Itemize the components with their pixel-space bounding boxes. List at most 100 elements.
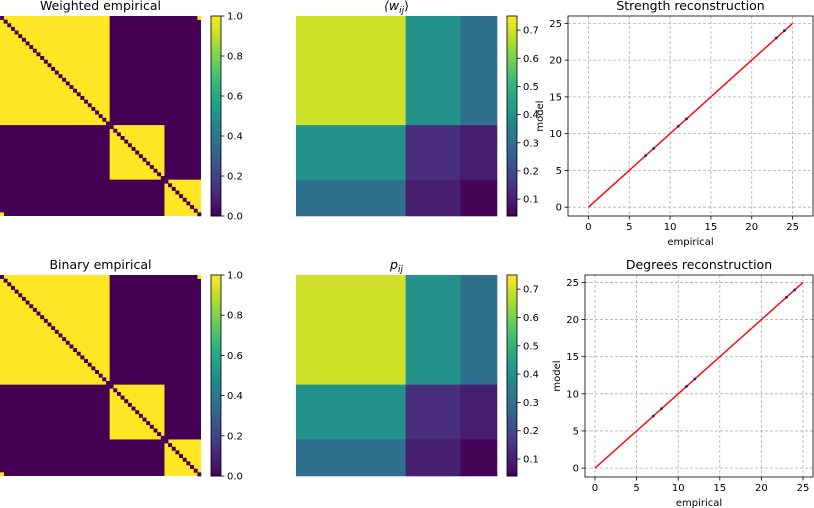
heatmap-diagonal-cell (95, 370, 99, 374)
colorbar-segment (507, 293, 517, 298)
heatmap-diagonal-cell (175, 450, 180, 455)
heatmap-diagonal-cell (32, 48, 37, 53)
heatmap-diagonal-cell (149, 424, 154, 429)
heatmap-diagonal-cell (29, 304, 34, 309)
colorbar-tick-label: 0.2 (227, 431, 243, 442)
heatmap-diagonal-cell (84, 359, 89, 364)
heatmap-diagonal-cell (131, 406, 136, 411)
colorbar-segment (211, 432, 221, 436)
colorbar-segment (507, 384, 517, 389)
panel-3: 0 5 10 15 20 25 0 5 10 15 20 25 empirical model Streng… (535, 0, 814, 248)
colorbar-segment (211, 400, 221, 405)
colorbar-segment (211, 100, 221, 104)
colorbar-segment (211, 31, 221, 36)
colorbar-segment (507, 169, 517, 173)
colorbar-segment (211, 284, 221, 289)
colorbar-segment (211, 144, 221, 148)
colorbar-segment (211, 347, 221, 351)
colorbar-tick-label: 1.0 (227, 12, 243, 23)
colorbar-segment (211, 303, 221, 307)
reference-line (587, 22, 794, 208)
colorbar-segment (507, 447, 517, 452)
colorbar-segment (507, 162, 517, 167)
heatmap-diagonal-cell (142, 157, 147, 162)
heatmap-diagonal-cell (102, 117, 107, 122)
colorbar-segment (211, 147, 221, 151)
colorbar-segment (507, 303, 517, 307)
colorbar-segment (211, 91, 221, 95)
data-point (660, 407, 663, 411)
heatmap (296, 275, 498, 477)
heatmap-diagonal-cell (149, 165, 154, 170)
colorbar-segment (507, 472, 517, 477)
colorbar-segment (507, 166, 517, 170)
heatmap-diagonal-cell (124, 399, 129, 404)
colorbar-segment (211, 328, 221, 333)
colorbar-segment (211, 131, 221, 136)
colorbar-segment (507, 94, 517, 98)
colorbar-segment (507, 81, 517, 86)
panel-1: 0.0 0.2 0.4 0.6 0.8 1.0 Weighted empirical (0, 0, 243, 223)
y-tick-label: 5 (556, 166, 562, 177)
heatmap-diagonal-cell (168, 443, 173, 448)
colorbar-segment (211, 275, 221, 279)
heatmap-block-1-3 (460, 16, 498, 126)
colorbar-segment (507, 463, 517, 468)
colorbar-frame (210, 274, 222, 477)
colorbar-segment (507, 187, 517, 192)
colorbar-segment (211, 296, 221, 301)
colorbar-segment (211, 419, 221, 424)
colorbar-segment (507, 275, 517, 279)
heatmap-diagonal-cell (197, 212, 202, 217)
colorbar-segment (507, 103, 517, 108)
y-axis: 0 5 10 15 20 25 (566, 278, 585, 475)
colorbar-tick-label: 1.0 (227, 271, 243, 282)
colorbar-segment (211, 103, 221, 108)
panel-2: 0.1 0.2 0.3 0.4 0.5 0.6 0.7 ⟨wij⟩ (296, 0, 539, 217)
colorbar-segment (211, 56, 221, 61)
heatmap-diagonal-cell (25, 41, 30, 46)
colorbar-segment (211, 66, 221, 70)
y-axis-label: model (535, 100, 546, 131)
colorbar-segment (211, 137, 221, 142)
colorbar-segment (507, 119, 517, 123)
colorbar-segment (507, 144, 517, 148)
heatmap-diagonal-cell (105, 380, 110, 385)
heatmap-diagonal-cell (179, 454, 184, 459)
colorbar-segment (507, 41, 517, 45)
colorbar-segment (211, 444, 221, 449)
colorbar: 0.1 0.2 0.3 0.4 0.5 0.6 0.7 (506, 15, 539, 217)
colorbar-segment (211, 206, 221, 211)
colorbar-segment (211, 397, 221, 402)
colorbar-segment (211, 278, 221, 282)
colorbar-segment (211, 44, 221, 48)
colorbar-segment (211, 381, 221, 386)
colorbar-segment (211, 344, 221, 348)
heatmap-block-1-1 (296, 16, 406, 126)
colorbar-segment (507, 62, 517, 67)
colorbar-segment (211, 87, 221, 92)
heatmap-diagonal-cell (58, 74, 63, 79)
data-point (774, 36, 778, 40)
x-tick-label: 0 (592, 483, 598, 494)
heatmap-diagonal-cell (157, 432, 162, 437)
heatmap-diagonal-cell (32, 307, 37, 312)
heatmap-diagonal-cell (160, 435, 165, 440)
heatmap-diagonal-cell (179, 194, 184, 199)
colorbar-segment (507, 328, 517, 333)
colorbar-segment (507, 334, 517, 339)
colorbar-segment (211, 388, 221, 392)
colorbar-segment (507, 337, 517, 342)
colorbar-segment (211, 112, 221, 117)
data-point (685, 384, 688, 388)
colorbar-segment (507, 413, 517, 417)
colorbar-segment (507, 175, 517, 179)
heatmap-diagonal-cell (58, 333, 63, 338)
colorbar-segment (507, 209, 517, 214)
colorbar-tick-label: 0.1 (523, 195, 539, 206)
colorbar: 0.0 0.2 0.4 0.6 0.8 1.0 (210, 12, 243, 223)
colorbar-segment (211, 318, 221, 323)
colorbar-segment (507, 109, 517, 114)
heatmap-diagonal-cell (171, 186, 176, 191)
y-tick-label: 20 (566, 315, 579, 326)
